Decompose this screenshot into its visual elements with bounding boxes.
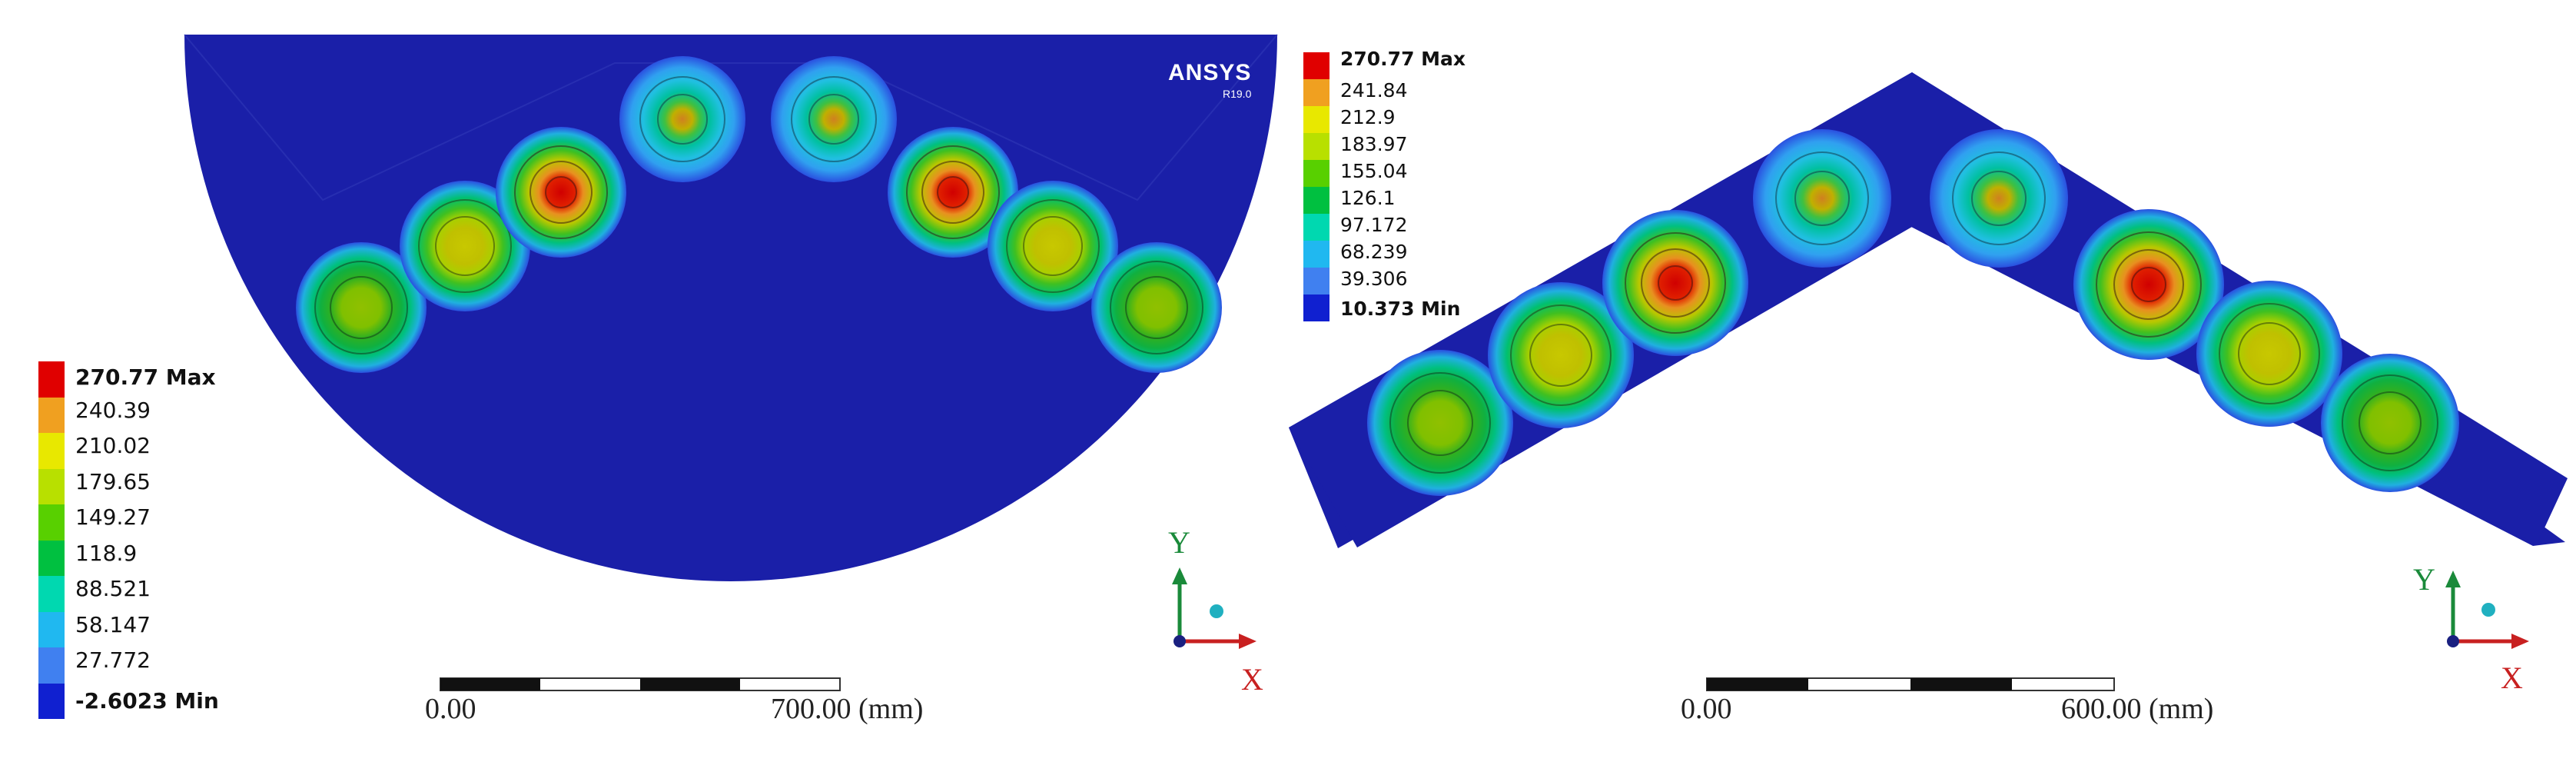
right-axis-x-label: X	[2501, 661, 2523, 695]
right-scale-start-label: 0.00	[1681, 693, 1732, 725]
right-axis-y-label: Y	[2413, 562, 2435, 597]
left-scale-bar	[440, 677, 841, 691]
conductor-rings-right	[1367, 129, 2459, 496]
left-axis-y-label: Y	[1168, 525, 1190, 560]
left-axis-x-label: X	[1241, 662, 1263, 697]
ansys-logo: ANSYS R19.0	[1168, 60, 1252, 100]
left-contour-plot	[184, 34, 1278, 691]
left-panel: ANSYS R19.0 270.77 Max 240.39 210.02 179…	[38, 34, 1278, 725]
right-axis-triad	[2445, 571, 2529, 649]
left-scale-start-label: 0.00	[425, 693, 476, 725]
right-contour-plot	[1289, 72, 2568, 691]
left-scale-end-label: 700.00 (mm)	[771, 693, 924, 725]
right-scale-bar	[1706, 677, 2115, 691]
conductor-rings-left	[296, 56, 1222, 373]
right-scale-end-label: 600.00 (mm)	[2061, 693, 2214, 725]
right-panel: 270.77 Max 241.84 212.9 183.97 155.04 12…	[1288, 0, 2576, 762]
left-axis-triad	[1172, 567, 1256, 649]
